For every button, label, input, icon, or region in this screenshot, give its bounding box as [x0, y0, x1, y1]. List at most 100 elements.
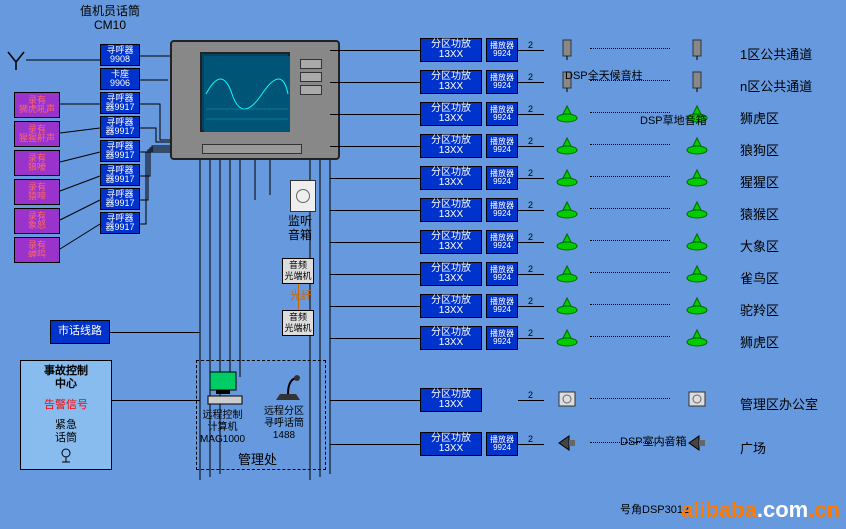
matrix-slot [202, 144, 302, 154]
grass-speaker-icon [555, 230, 579, 252]
player-box: 播放器9924 [486, 38, 518, 62]
desk-mic-icon [270, 374, 306, 404]
left-blue-box: 寻呼器器9917 [100, 212, 140, 234]
dotted-line [590, 112, 670, 113]
column-speaker-icon [555, 38, 579, 60]
grass-speaker-icon [685, 326, 709, 348]
zone-label: 管理区办公室 [740, 394, 818, 413]
left-purple-box: 录有狼嚎 [14, 150, 60, 176]
zone-label: 广场 [740, 438, 766, 457]
left-blue-box: 卡座9906 [100, 68, 140, 90]
left-purple-box: 录有猿啼 [14, 179, 60, 205]
amp-box: 分区功放13XX [420, 166, 482, 190]
emergency-mic-label: 紧急 话筒 [55, 419, 77, 445]
horn-speaker-icon [685, 432, 709, 454]
zone-label: 狮虎区 [740, 332, 779, 351]
dsp-horn-label: 号角DSP3012 [620, 504, 689, 517]
left-blue-box: 寻呼器器9917 [100, 164, 140, 186]
player-box: 播放器9924 [486, 230, 518, 254]
dotted-line [590, 208, 670, 209]
player-box: 播放器9924 [486, 326, 518, 350]
zone-label: 狼狗区 [740, 140, 779, 159]
left-blue-box: 寻呼器器9917 [100, 140, 140, 162]
player-box: 播放器9924 [486, 166, 518, 190]
grass-speaker-icon [685, 166, 709, 188]
zone-label: 驼羚区 [740, 300, 779, 319]
player-box: 播放器9924 [486, 102, 518, 126]
left-blue-box: 寻呼器器9917 [100, 92, 140, 114]
column-speaker-icon [685, 70, 709, 92]
zone-label: 猿猴区 [740, 204, 779, 223]
zone-label: 狮虎区 [740, 108, 779, 127]
mic-icon [58, 447, 74, 463]
amp-box: 分区功放13XX [420, 326, 482, 350]
amp-box: 分区功放13XX [420, 432, 482, 456]
player-box: 播放器9924 [486, 134, 518, 158]
player-box: 播放器9924 [486, 432, 518, 456]
indoor-speaker-icon [685, 388, 709, 410]
top-mic-label: 值机员话筒 CM10 [80, 4, 140, 33]
grass-speaker-icon [685, 294, 709, 316]
emergency-title: 事故控制 中心 [44, 365, 88, 391]
left-purple-box: 录有狮虎吼声 [14, 92, 60, 118]
grass-speaker-icon [555, 198, 579, 220]
grass-speaker-icon [685, 198, 709, 220]
amp-box: 分区功放13XX [420, 230, 482, 254]
left-blue-box: 寻呼器器9917 [100, 188, 140, 210]
grass-speaker-icon [685, 134, 709, 156]
pc-icon [206, 368, 246, 408]
left-purple-box: 录有猩猩鼾声 [14, 121, 60, 147]
indoor-speaker-icon [555, 388, 579, 410]
amp-box: 分区功放13XX [420, 198, 482, 222]
grass-speaker-icon [555, 102, 579, 124]
dotted-line [590, 144, 670, 145]
grass-speaker-icon [555, 326, 579, 348]
dotted-line [590, 240, 670, 241]
amp-box: 分区功放13XX [420, 262, 482, 286]
zone-label: 1区公共通道 [740, 44, 812, 63]
matrix-controls [300, 56, 328, 126]
zone-label: 猩猩区 [740, 172, 779, 191]
phone-line-box: 市话线路 [50, 320, 110, 344]
remote-mic-label: 远程分区 寻呼话筒 1488 [264, 406, 304, 442]
dotted-line [590, 48, 670, 49]
dotted-line [590, 272, 670, 273]
optical-tx-2: 音频 光端机 [282, 310, 314, 336]
optical-tx-1: 音频 光端机 [282, 258, 314, 284]
screen-waveform-icon [202, 54, 292, 134]
dsp-grass-label: DSP草地音箱 [640, 115, 707, 128]
amp-box: 分区功放13XX [420, 388, 482, 412]
grass-speaker-icon [555, 166, 579, 188]
player-box: 播放器9924 [486, 198, 518, 222]
horn-speaker-icon [555, 432, 579, 454]
watermark: alibaba.com.cn [681, 497, 840, 523]
monitor-speaker-label: 监听 音箱 [288, 214, 312, 243]
monitor-speaker-icon [290, 180, 316, 212]
matrix-screen [200, 52, 290, 132]
grass-speaker-icon [555, 134, 579, 156]
emergency-center-box: 事故控制 中心 告警信号 紧急 话筒 [20, 360, 112, 470]
dotted-line [590, 398, 670, 399]
amp-box: 分区功放13XX [420, 134, 482, 158]
left-purple-box: 录有象怒 [14, 208, 60, 234]
remote-pc-label: 远程控制 计算机 MAG1000 [200, 410, 245, 446]
dsp-indoor-label: DSP室内音箱 [620, 436, 687, 449]
zone-label: 雀鸟区 [740, 268, 779, 287]
grass-speaker-icon [685, 230, 709, 252]
grass-speaker-icon [555, 294, 579, 316]
dotted-line [590, 176, 670, 177]
left-blue-box: 寻呼器器9917 [100, 116, 140, 138]
amp-box: 分区功放13XX [420, 38, 482, 62]
matrix-unit [170, 40, 340, 160]
dotted-line [590, 304, 670, 305]
amp-box: 分区功放13XX [420, 70, 482, 94]
player-box: 播放器9924 [486, 294, 518, 318]
zone-label: 大象区 [740, 236, 779, 255]
mgmt-office-label: 管理处 [238, 452, 277, 468]
antenna-icon [6, 50, 26, 70]
column-speaker-icon [685, 38, 709, 60]
dotted-line [590, 336, 670, 337]
dsp-col-label: DSP全天候音柱 [565, 70, 643, 83]
left-purple-box: 录有蝉鸣 [14, 237, 60, 263]
alarm-signal-label: 告警信号 [44, 399, 88, 412]
